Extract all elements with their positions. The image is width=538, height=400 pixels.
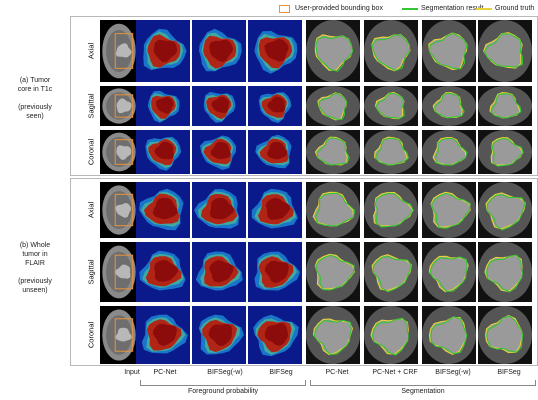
tile-a-sagittal-bifseg-prob <box>248 86 302 126</box>
col-label-pcnet-seg: PC-Net <box>325 369 349 376</box>
col-label-bifseg-seg: BIFSeg <box>497 369 521 376</box>
tile-b-coronal-bifseg-w-prob <box>192 306 246 364</box>
tile-b-coronal-bifseg-seg <box>478 306 532 364</box>
col-label-pcnet-crf-seg: PC-Net + CRF <box>372 369 418 376</box>
group-a-line-1: (a) Tumor <box>19 77 51 84</box>
brace-segmentation <box>310 380 536 386</box>
group-b-line-3: FLAIR <box>25 260 45 267</box>
group-a-line-5: seen) <box>26 113 44 120</box>
tile-a-coronal-bifseg-prob <box>248 130 302 174</box>
tile-b-axial-pcnet-seg <box>306 182 360 238</box>
tile-a-sagittal-bifseg-seg <box>478 86 532 126</box>
group-b-line-5: (previously <box>18 278 52 285</box>
view-label-axial-a: Axial <box>86 42 96 60</box>
tile-b-coronal-bifseg-prob <box>248 306 302 364</box>
group-label-tumor-core: (a) Tumor core in T1c (previously seen) <box>0 76 70 121</box>
group-label-whole-tumor: (b) Whole tumor in FLAIR (previously uns… <box>0 241 70 295</box>
group-a-line-4: (previously <box>18 104 52 111</box>
tile-a-sagittal-bifseg-w-prob <box>192 86 246 126</box>
col-label-bifseg-w-seg: BIFSeg(-w) <box>435 369 471 376</box>
view-label-sagittal-a: Sagittal <box>86 93 96 119</box>
tile-a-coronal-pcnet-crf-seg <box>364 130 418 174</box>
tile-a-sagittal-pcnet-seg <box>306 86 360 126</box>
tile-b-sagittal-pcnet-crf-seg <box>364 242 418 302</box>
gt-legend-swatch <box>476 8 492 10</box>
tile-a-sagittal-pcnet-crf-seg <box>364 86 418 126</box>
tile-a-axial-bifseg-seg <box>478 20 532 82</box>
view-label-coronal-a: Coronal <box>86 138 96 166</box>
group-a-line-2: core in T1c <box>17 86 53 93</box>
group-label-foreground-probability: Foreground probability <box>187 388 259 395</box>
tile-b-axial-input <box>100 182 138 238</box>
col-label-bifseg-prob: BIFSeg <box>269 369 293 376</box>
col-label-input: Input <box>124 369 140 376</box>
tile-a-axial-input <box>100 20 138 82</box>
tile-b-sagittal-pcnet-prob <box>136 242 190 302</box>
tile-b-sagittal-pcnet-seg <box>306 242 360 302</box>
tile-a-coronal-bifseg-w-prob <box>192 130 246 174</box>
group-label-segmentation: Segmentation <box>401 388 445 395</box>
tile-b-coronal-pcnet-crf-seg <box>364 306 418 364</box>
tile-b-sagittal-bifseg-w-prob <box>192 242 246 302</box>
tile-a-coronal-input <box>100 130 138 174</box>
view-label-axial-b: Axial <box>86 201 96 219</box>
group-b-line-1: (b) Whole <box>19 242 51 249</box>
tile-a-axial-pcnet-seg <box>306 20 360 82</box>
tile-a-coronal-pcnet-prob <box>136 130 190 174</box>
seg-legend-label: Segmentation result <box>421 5 484 12</box>
gt-legend-label: Ground truth <box>495 5 535 12</box>
tile-b-axial-bifseg-w-seg <box>422 182 476 238</box>
tile-b-sagittal-bifseg-w-seg <box>422 242 476 302</box>
view-label-coronal-b: Coronal <box>86 321 96 349</box>
tile-b-axial-bifseg-w-prob <box>192 182 246 238</box>
tile-a-axial-pcnet-prob <box>136 20 190 82</box>
tile-a-axial-pcnet-crf-seg <box>364 20 418 82</box>
group-b-line-6: unseen) <box>22 287 48 294</box>
tile-b-axial-bifseg-prob <box>248 182 302 238</box>
col-label-pcnet-prob: PC-Net <box>153 369 177 376</box>
tile-b-axial-pcnet-prob <box>136 182 190 238</box>
view-label-sagittal-b: Sagittal <box>86 259 96 285</box>
tile-a-sagittal-bifseg-w-seg <box>422 86 476 126</box>
bbox-legend-swatch <box>279 5 290 13</box>
tile-a-axial-bifseg-w-prob <box>192 20 246 82</box>
tile-b-axial-bifseg-seg <box>478 182 532 238</box>
figure-legend: User-provided bounding box Segmentation … <box>0 2 538 16</box>
tile-a-coronal-bifseg-w-seg <box>422 130 476 174</box>
tile-a-sagittal-pcnet-prob <box>136 86 190 126</box>
tile-b-coronal-input <box>100 306 138 364</box>
tile-a-axial-bifseg-prob <box>248 20 302 82</box>
tile-b-axial-pcnet-crf-seg <box>364 182 418 238</box>
tile-b-coronal-pcnet-seg <box>306 306 360 364</box>
brace-foreground-probability <box>140 380 306 386</box>
tile-a-coronal-bifseg-seg <box>478 130 532 174</box>
col-label-bifseg-w-prob: BIFSeg(-w) <box>207 369 243 376</box>
tile-b-sagittal-input <box>100 242 138 302</box>
tile-b-sagittal-bifseg-seg <box>478 242 532 302</box>
tile-b-coronal-bifseg-w-seg <box>422 306 476 364</box>
group-b-line-2: tumor in <box>22 251 48 258</box>
tile-a-sagittal-input <box>100 86 138 126</box>
tile-b-coronal-pcnet-prob <box>136 306 190 364</box>
tile-b-sagittal-bifseg-prob <box>248 242 302 302</box>
tile-a-axial-bifseg-w-seg <box>422 20 476 82</box>
bbox-legend-label: User-provided bounding box <box>295 5 383 12</box>
seg-legend-swatch <box>402 8 418 10</box>
tile-a-coronal-pcnet-seg <box>306 130 360 174</box>
